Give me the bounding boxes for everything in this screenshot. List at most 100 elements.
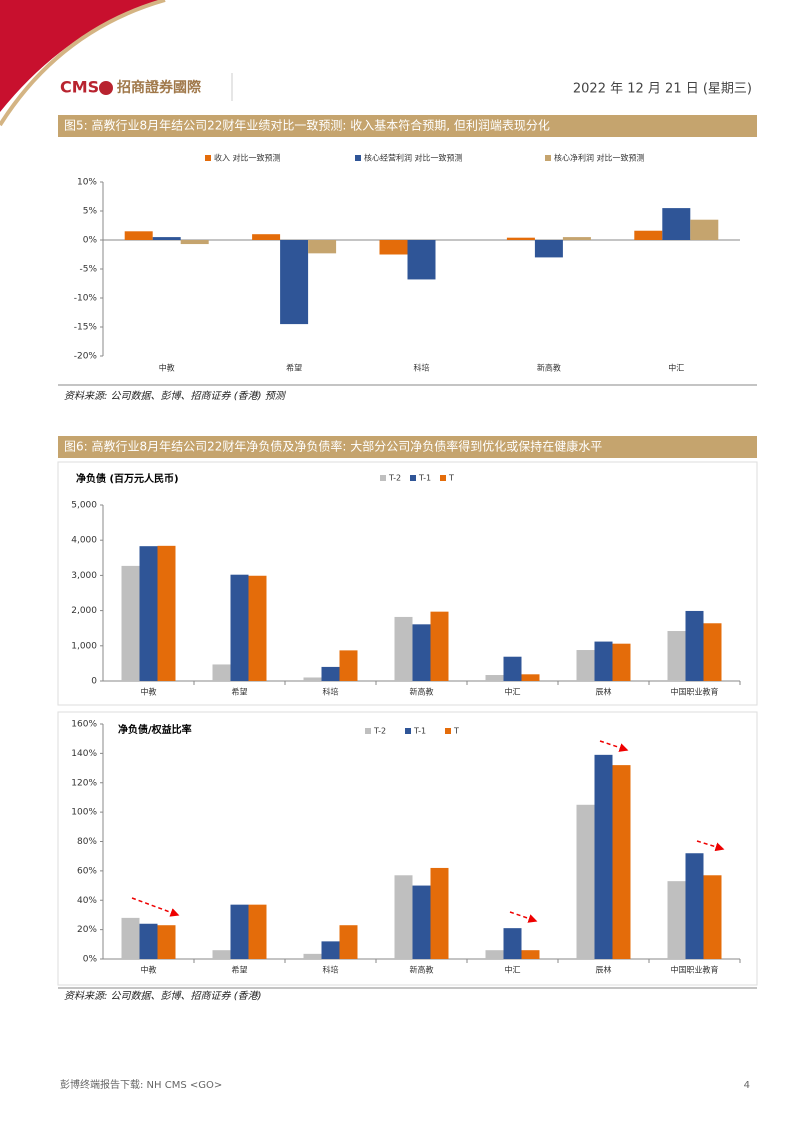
y-tick-label: -5% [79,265,97,275]
logo-icon [99,81,113,95]
y-tick-label: -15% [74,323,98,333]
bar [157,925,176,959]
legend-swatch [410,475,416,481]
y-tick-label: 100% [71,808,97,818]
corner-swoosh [0,0,165,112]
source: 资料来源: 公司数据、彭博、招商证券 (香港) 预测 [64,390,287,402]
bar [485,950,504,959]
bar [394,875,413,959]
bar [412,624,431,681]
bar [430,611,449,681]
arrow [696,840,725,852]
bar [703,875,722,959]
legend-label: T-2 [388,474,401,483]
y-tick-label: 0 [91,677,97,687]
y-tick-label: 20% [77,925,97,935]
chart-frame [57,461,758,706]
bar [667,631,686,681]
bar [212,664,231,681]
legend-label: T-1 [413,727,426,736]
y-tick-label: 0% [83,236,98,246]
x-tick-label: 新高教 [537,363,561,373]
y-tick-label: -10% [74,294,98,304]
source: 资料来源: 公司数据、彭博、招商证券 (香港) [64,990,262,1002]
legend-swatch [440,475,446,481]
bar [690,219,719,240]
bar [612,765,631,959]
bar [503,928,522,959]
x-tick-label: 新高教 [410,965,434,975]
bar [339,650,358,681]
figure-title: 图5: 高教行业8月年结公司22财年业绩对比一致预测: 收入基本符合预期, 但利… [64,118,550,133]
legend-swatch [445,728,451,734]
bar [339,925,358,959]
bar [280,240,309,325]
legend-label: 收入 对比一致预测 [214,153,281,163]
legend-label: T [453,727,459,736]
y-tick-label: 80% [77,837,97,847]
footer-text: 彭博终端报告下载: NH CMS <GO> [60,1078,222,1091]
bar [534,240,563,258]
bar [124,231,153,240]
bar [412,885,431,959]
bar [662,208,691,240]
bar [506,237,535,240]
bar [685,610,704,681]
bar [562,237,591,240]
y-tick-label: 40% [77,896,97,906]
bar [139,546,158,681]
bar [521,950,540,959]
legend-label: T-1 [418,474,431,483]
chart-title: 净负债/权益比率 [118,723,192,736]
bar [308,240,337,254]
y-tick-label: 60% [77,866,97,876]
x-tick-label: 中教 [141,687,157,697]
bar [594,754,613,959]
bar [321,666,340,681]
y-tick-label: 5% [83,207,98,217]
figure-title: 图6: 高教行业8月年结公司22财年净负债及净负债率: 大部分公司净负债率得到优… [64,439,602,454]
arrow [509,911,538,923]
logo: CMS [60,78,99,97]
bar [503,656,522,681]
legend-label: T-2 [373,727,386,736]
bar [407,240,436,280]
x-tick-label: 科培 [323,687,339,697]
bar [685,853,704,959]
y-tick-label: 140% [71,749,97,759]
logo-cn: 招商證券國際 [117,79,202,96]
x-tick-label: 辰林 [596,687,612,697]
x-tick-label: 中国职业教育 [671,965,719,975]
bar [121,565,140,681]
bar [612,643,631,681]
bar [703,623,722,681]
y-tick-label: 160% [71,720,97,730]
legend-label: 核心经营利润 对比一致预测 [364,153,463,163]
bar [321,941,340,959]
x-tick-label: 希望 [232,965,248,975]
bar [485,675,504,681]
bar [248,575,267,681]
bar [230,904,249,959]
bar [157,545,176,681]
x-tick-label: 中教 [159,363,175,373]
x-tick-label: 新高教 [410,687,434,697]
y-tick-label: 5,000 [71,501,97,511]
corner-swoosh-gold [0,0,166,127]
bar [594,641,613,681]
trend-arrows [131,740,725,923]
bar [576,804,595,959]
x-tick-label: 中国职业教育 [671,687,719,697]
legend-swatch [380,475,386,481]
bar [521,674,540,681]
legend-swatch [405,728,411,734]
x-tick-label: 中汇 [505,687,521,697]
bar [248,904,267,959]
bar [667,881,686,959]
bar [394,616,413,681]
chart-title: 净负债 (百万元人民币) [76,472,179,485]
x-tick-label: 希望 [232,687,248,697]
legend-swatch [205,155,211,161]
bar [252,234,281,240]
y-tick-label: 0% [83,955,98,965]
